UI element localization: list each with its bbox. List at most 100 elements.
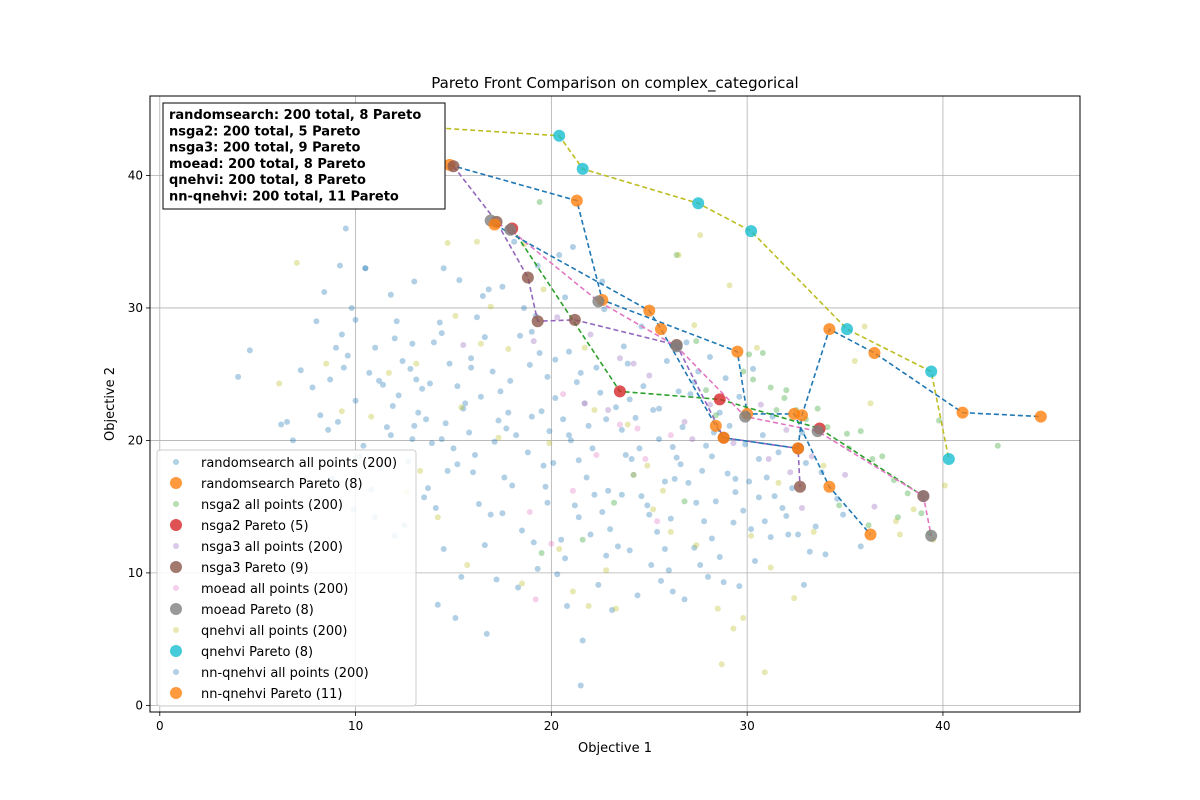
nsga2-point: [703, 387, 710, 394]
randomsearch-point: [591, 491, 598, 498]
randomsearch-point: [650, 406, 657, 413]
randomsearch-point: [362, 265, 369, 272]
randomsearch-point: [567, 437, 574, 444]
nsga2-point: [750, 376, 757, 383]
randomsearch-point: [466, 429, 473, 436]
qnehvi-point: [612, 605, 619, 612]
nn-qnehvi-point: [597, 389, 604, 396]
randomsearch-point: [571, 502, 578, 509]
qnehvi-point: [726, 282, 733, 289]
stats-line: qnehvi: 200 total, 8 Pareto: [169, 173, 366, 188]
nn-qnehvi-pareto-point: [717, 431, 730, 444]
randomsearch-point: [579, 637, 586, 644]
nsga2-point: [611, 499, 618, 506]
qnehvi-point: [624, 421, 631, 428]
randomsearch-point: [614, 543, 621, 550]
nn-qnehvi-pareto-front-line: [494, 223, 1041, 450]
nn-qnehvi-point: [376, 377, 383, 384]
legend-marker: [173, 585, 179, 591]
legend-frame: [156, 449, 417, 707]
stats-line: nsga3: 200 total, 9 Pareto: [169, 141, 361, 156]
randomsearch-point: [573, 379, 580, 386]
randomsearch-pareto-point: [731, 345, 744, 358]
randomsearch-point: [442, 420, 449, 427]
qnehvi-point: [434, 514, 441, 521]
randomsearch-point: [759, 432, 766, 439]
randomsearch-point: [742, 441, 749, 448]
qnehvi-point: [413, 360, 420, 367]
nsga3-pareto-point: [531, 315, 544, 328]
randomsearch-point: [419, 385, 426, 392]
randomsearch-point: [481, 542, 488, 549]
randomsearch-point: [309, 384, 316, 391]
legend-entry: moead all points (200): [201, 582, 348, 597]
qnehvi-pareto-point: [841, 323, 854, 336]
y-tick-label: 30: [128, 301, 143, 315]
randomsearch-point: [536, 349, 543, 356]
legend-marker: [173, 543, 179, 549]
randomsearch-point: [775, 449, 782, 456]
nsga3-pareto-point: [794, 480, 807, 493]
randomsearch-point: [585, 422, 592, 429]
qnehvi-point: [740, 614, 747, 621]
moead-point: [532, 596, 539, 603]
nsga3-point: [530, 338, 537, 345]
nn-qnehvi-pareto-point: [792, 442, 805, 455]
nsga2-point: [759, 349, 766, 356]
randomsearch-point: [565, 348, 572, 355]
nn-qnehvi-point: [699, 467, 706, 474]
randomsearch-point: [732, 489, 739, 496]
qnehvi-pareto-point: [745, 225, 758, 238]
randomsearch-point: [697, 561, 704, 568]
qnehvi-point: [556, 546, 563, 553]
nn-qnehvi-pareto-point: [823, 323, 836, 336]
randomsearch-point: [599, 508, 606, 515]
x-tick-label: 40: [935, 719, 950, 733]
nsga3-point: [646, 372, 653, 379]
nn-qnehvi-point: [426, 380, 433, 387]
x-tick-label: 0: [156, 719, 164, 733]
legend-entry: randomsearch all points (200): [201, 456, 397, 471]
moead-pareto-point: [592, 295, 605, 308]
legend-marker: [170, 645, 182, 657]
randomsearch-point: [491, 438, 498, 445]
nn-qnehvi-pareto-point: [709, 419, 722, 432]
nsga2-point: [844, 430, 851, 437]
randomsearch-point: [691, 544, 698, 551]
randomsearch-point: [415, 409, 422, 416]
nsga2-point: [693, 338, 700, 345]
nsga3-pareto-point: [521, 271, 534, 284]
qnehvi-point: [569, 588, 576, 595]
nn-qnehvi-point: [785, 531, 792, 538]
pareto-points-layer: [408, 120, 1047, 542]
legend-marker: [173, 459, 179, 465]
randomsearch-point: [654, 528, 661, 535]
nn-qnehvi-point: [565, 432, 572, 439]
nsga2-point: [936, 417, 943, 424]
randomsearch-point: [321, 289, 328, 296]
randomsearch-point: [489, 368, 496, 375]
qnehvi-point: [867, 400, 874, 407]
moead-point: [642, 455, 649, 462]
qnehvi-point: [775, 479, 782, 486]
nsga3-point: [689, 436, 696, 443]
qnehvi-point: [861, 323, 868, 330]
randomsearch-point: [552, 395, 559, 402]
randomsearch-point: [399, 357, 406, 364]
qnehvi-pareto-point: [576, 162, 589, 175]
randomsearch-point: [538, 408, 545, 415]
qnehvi-point: [540, 286, 547, 293]
randomsearch-point: [246, 347, 253, 354]
randomsearch-point: [497, 388, 504, 395]
nsga2-point: [538, 550, 545, 557]
randomsearch-point: [669, 444, 676, 451]
randomsearch-point: [413, 376, 420, 383]
qnehvi-point: [368, 413, 375, 420]
nsga3-pareto-point: [568, 313, 581, 326]
qnehvi-point: [591, 406, 598, 413]
moead-point: [581, 400, 588, 407]
randomsearch-point: [383, 424, 390, 431]
nn-qnehvi-point: [352, 316, 359, 323]
qnehvi-point: [519, 580, 525, 587]
nsga3-point: [783, 426, 790, 433]
